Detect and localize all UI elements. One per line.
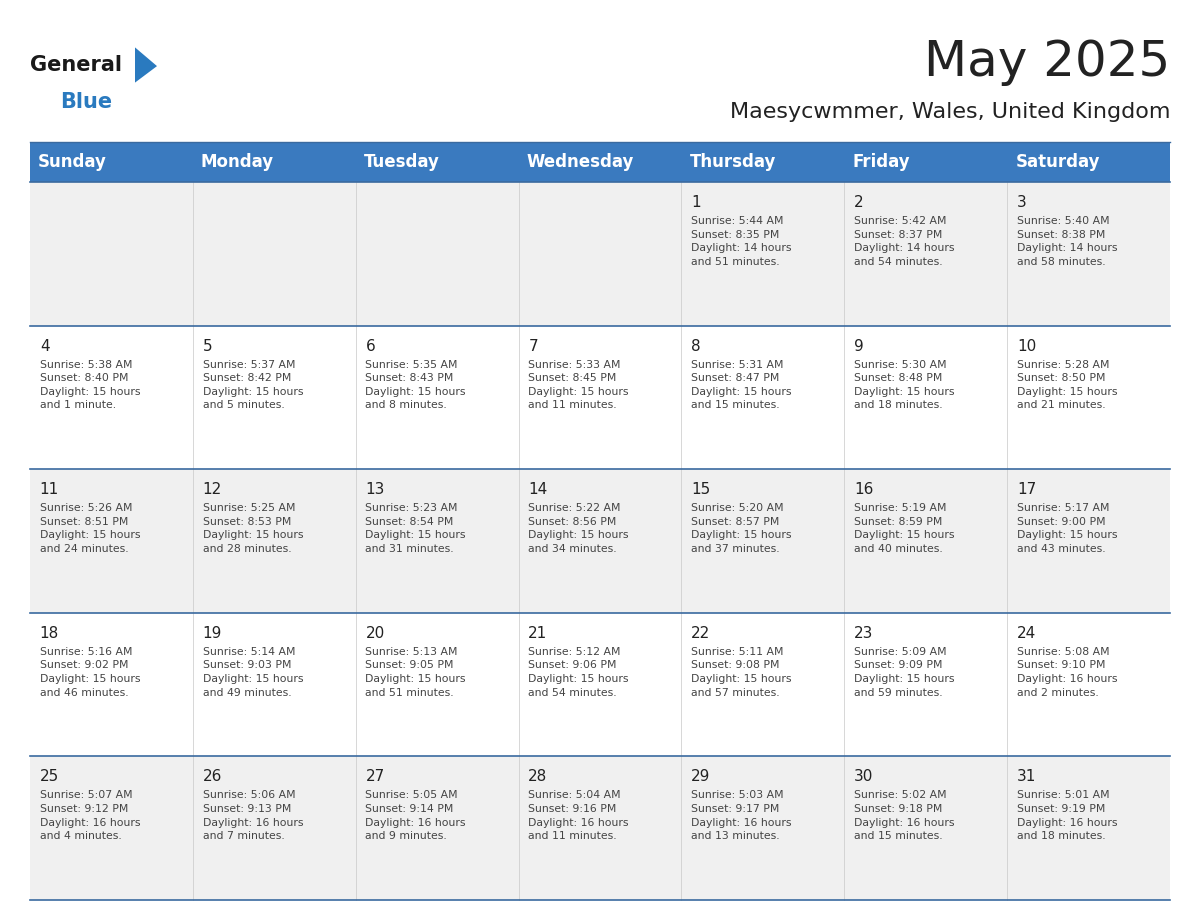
- Text: Tuesday: Tuesday: [364, 153, 440, 171]
- Text: Wednesday: Wednesday: [526, 153, 634, 171]
- Text: 14: 14: [529, 482, 548, 498]
- Text: 19: 19: [203, 626, 222, 641]
- Text: Sunrise: 5:37 AM
Sunset: 8:42 PM
Daylight: 15 hours
and 5 minutes.: Sunrise: 5:37 AM Sunset: 8:42 PM Dayligh…: [203, 360, 303, 410]
- Text: 21: 21: [529, 626, 548, 641]
- Text: 7: 7: [529, 339, 538, 353]
- Text: Sunrise: 5:38 AM
Sunset: 8:40 PM
Daylight: 15 hours
and 1 minute.: Sunrise: 5:38 AM Sunset: 8:40 PM Dayligh…: [39, 360, 140, 410]
- Text: Sunrise: 5:05 AM
Sunset: 9:14 PM
Daylight: 16 hours
and 9 minutes.: Sunrise: 5:05 AM Sunset: 9:14 PM Dayligh…: [366, 790, 466, 841]
- Text: Blue: Blue: [61, 92, 112, 112]
- Text: 6: 6: [366, 339, 375, 353]
- Bar: [30, 142, 1170, 182]
- Text: Sunrise: 5:30 AM
Sunset: 8:48 PM
Daylight: 15 hours
and 18 minutes.: Sunrise: 5:30 AM Sunset: 8:48 PM Dayligh…: [854, 360, 954, 410]
- Text: 16: 16: [854, 482, 873, 498]
- Text: Sunrise: 5:28 AM
Sunset: 8:50 PM
Daylight: 15 hours
and 21 minutes.: Sunrise: 5:28 AM Sunset: 8:50 PM Dayligh…: [1017, 360, 1118, 410]
- Text: 13: 13: [366, 482, 385, 498]
- Text: Sunrise: 5:26 AM
Sunset: 8:51 PM
Daylight: 15 hours
and 24 minutes.: Sunrise: 5:26 AM Sunset: 8:51 PM Dayligh…: [39, 503, 140, 554]
- Text: Sunrise: 5:33 AM
Sunset: 8:45 PM
Daylight: 15 hours
and 11 minutes.: Sunrise: 5:33 AM Sunset: 8:45 PM Dayligh…: [529, 360, 628, 410]
- Bar: [30, 326, 1170, 469]
- Text: Sunrise: 5:08 AM
Sunset: 9:10 PM
Daylight: 16 hours
and 2 minutes.: Sunrise: 5:08 AM Sunset: 9:10 PM Dayligh…: [1017, 647, 1118, 698]
- Text: 5: 5: [203, 339, 213, 353]
- Bar: [30, 469, 1170, 613]
- Text: 17: 17: [1017, 482, 1036, 498]
- Text: 30: 30: [854, 769, 873, 784]
- Text: Sunrise: 5:17 AM
Sunset: 9:00 PM
Daylight: 15 hours
and 43 minutes.: Sunrise: 5:17 AM Sunset: 9:00 PM Dayligh…: [1017, 503, 1118, 554]
- Text: Sunrise: 5:16 AM
Sunset: 9:02 PM
Daylight: 15 hours
and 46 minutes.: Sunrise: 5:16 AM Sunset: 9:02 PM Dayligh…: [39, 647, 140, 698]
- Polygon shape: [135, 48, 157, 83]
- Text: Friday: Friday: [853, 153, 910, 171]
- Text: Sunrise: 5:04 AM
Sunset: 9:16 PM
Daylight: 16 hours
and 11 minutes.: Sunrise: 5:04 AM Sunset: 9:16 PM Dayligh…: [529, 790, 628, 841]
- Text: May 2025: May 2025: [924, 38, 1170, 86]
- Text: Thursday: Thursday: [689, 153, 776, 171]
- Text: Sunrise: 5:23 AM
Sunset: 8:54 PM
Daylight: 15 hours
and 31 minutes.: Sunrise: 5:23 AM Sunset: 8:54 PM Dayligh…: [366, 503, 466, 554]
- Text: 4: 4: [39, 339, 50, 353]
- Text: Sunrise: 5:09 AM
Sunset: 9:09 PM
Daylight: 15 hours
and 59 minutes.: Sunrise: 5:09 AM Sunset: 9:09 PM Dayligh…: [854, 647, 954, 698]
- Text: 9: 9: [854, 339, 864, 353]
- Text: Sunrise: 5:13 AM
Sunset: 9:05 PM
Daylight: 15 hours
and 51 minutes.: Sunrise: 5:13 AM Sunset: 9:05 PM Dayligh…: [366, 647, 466, 698]
- Text: Sunrise: 5:02 AM
Sunset: 9:18 PM
Daylight: 16 hours
and 15 minutes.: Sunrise: 5:02 AM Sunset: 9:18 PM Dayligh…: [854, 790, 954, 841]
- Text: Sunrise: 5:42 AM
Sunset: 8:37 PM
Daylight: 14 hours
and 54 minutes.: Sunrise: 5:42 AM Sunset: 8:37 PM Dayligh…: [854, 216, 954, 267]
- Text: 3: 3: [1017, 195, 1026, 210]
- Bar: [30, 182, 1170, 326]
- Text: Monday: Monday: [201, 153, 274, 171]
- Text: 25: 25: [39, 769, 59, 784]
- Text: 10: 10: [1017, 339, 1036, 353]
- Text: 24: 24: [1017, 626, 1036, 641]
- Text: 28: 28: [529, 769, 548, 784]
- Text: 2: 2: [854, 195, 864, 210]
- Text: Sunrise: 5:11 AM
Sunset: 9:08 PM
Daylight: 15 hours
and 57 minutes.: Sunrise: 5:11 AM Sunset: 9:08 PM Dayligh…: [691, 647, 791, 698]
- Text: 23: 23: [854, 626, 873, 641]
- Text: Sunrise: 5:35 AM
Sunset: 8:43 PM
Daylight: 15 hours
and 8 minutes.: Sunrise: 5:35 AM Sunset: 8:43 PM Dayligh…: [366, 360, 466, 410]
- Text: Sunrise: 5:44 AM
Sunset: 8:35 PM
Daylight: 14 hours
and 51 minutes.: Sunrise: 5:44 AM Sunset: 8:35 PM Dayligh…: [691, 216, 791, 267]
- Text: Sunrise: 5:22 AM
Sunset: 8:56 PM
Daylight: 15 hours
and 34 minutes.: Sunrise: 5:22 AM Sunset: 8:56 PM Dayligh…: [529, 503, 628, 554]
- Text: 11: 11: [39, 482, 59, 498]
- Text: 22: 22: [691, 626, 710, 641]
- Text: Sunrise: 5:19 AM
Sunset: 8:59 PM
Daylight: 15 hours
and 40 minutes.: Sunrise: 5:19 AM Sunset: 8:59 PM Dayligh…: [854, 503, 954, 554]
- Text: Sunrise: 5:40 AM
Sunset: 8:38 PM
Daylight: 14 hours
and 58 minutes.: Sunrise: 5:40 AM Sunset: 8:38 PM Dayligh…: [1017, 216, 1118, 267]
- Text: 1: 1: [691, 195, 701, 210]
- Text: 20: 20: [366, 626, 385, 641]
- Text: 31: 31: [1017, 769, 1036, 784]
- Bar: [30, 756, 1170, 900]
- Bar: [30, 613, 1170, 756]
- Text: 12: 12: [203, 482, 222, 498]
- Text: General: General: [30, 55, 122, 75]
- Text: Sunrise: 5:07 AM
Sunset: 9:12 PM
Daylight: 16 hours
and 4 minutes.: Sunrise: 5:07 AM Sunset: 9:12 PM Dayligh…: [39, 790, 140, 841]
- Text: Sunrise: 5:03 AM
Sunset: 9:17 PM
Daylight: 16 hours
and 13 minutes.: Sunrise: 5:03 AM Sunset: 9:17 PM Dayligh…: [691, 790, 791, 841]
- Text: Sunday: Sunday: [38, 153, 107, 171]
- Text: Sunrise: 5:25 AM
Sunset: 8:53 PM
Daylight: 15 hours
and 28 minutes.: Sunrise: 5:25 AM Sunset: 8:53 PM Dayligh…: [203, 503, 303, 554]
- Text: 8: 8: [691, 339, 701, 353]
- Text: Sunrise: 5:14 AM
Sunset: 9:03 PM
Daylight: 15 hours
and 49 minutes.: Sunrise: 5:14 AM Sunset: 9:03 PM Dayligh…: [203, 647, 303, 698]
- Text: Sunrise: 5:31 AM
Sunset: 8:47 PM
Daylight: 15 hours
and 15 minutes.: Sunrise: 5:31 AM Sunset: 8:47 PM Dayligh…: [691, 360, 791, 410]
- Text: 26: 26: [203, 769, 222, 784]
- Text: Sunrise: 5:06 AM
Sunset: 9:13 PM
Daylight: 16 hours
and 7 minutes.: Sunrise: 5:06 AM Sunset: 9:13 PM Dayligh…: [203, 790, 303, 841]
- Text: Sunrise: 5:01 AM
Sunset: 9:19 PM
Daylight: 16 hours
and 18 minutes.: Sunrise: 5:01 AM Sunset: 9:19 PM Dayligh…: [1017, 790, 1118, 841]
- Text: Sunrise: 5:12 AM
Sunset: 9:06 PM
Daylight: 15 hours
and 54 minutes.: Sunrise: 5:12 AM Sunset: 9:06 PM Dayligh…: [529, 647, 628, 698]
- Text: 29: 29: [691, 769, 710, 784]
- Text: 15: 15: [691, 482, 710, 498]
- Text: Sunrise: 5:20 AM
Sunset: 8:57 PM
Daylight: 15 hours
and 37 minutes.: Sunrise: 5:20 AM Sunset: 8:57 PM Dayligh…: [691, 503, 791, 554]
- Text: Saturday: Saturday: [1016, 153, 1100, 171]
- Text: 27: 27: [366, 769, 385, 784]
- Text: 18: 18: [39, 626, 59, 641]
- Text: Maesycwmmer, Wales, United Kingdom: Maesycwmmer, Wales, United Kingdom: [729, 102, 1170, 122]
